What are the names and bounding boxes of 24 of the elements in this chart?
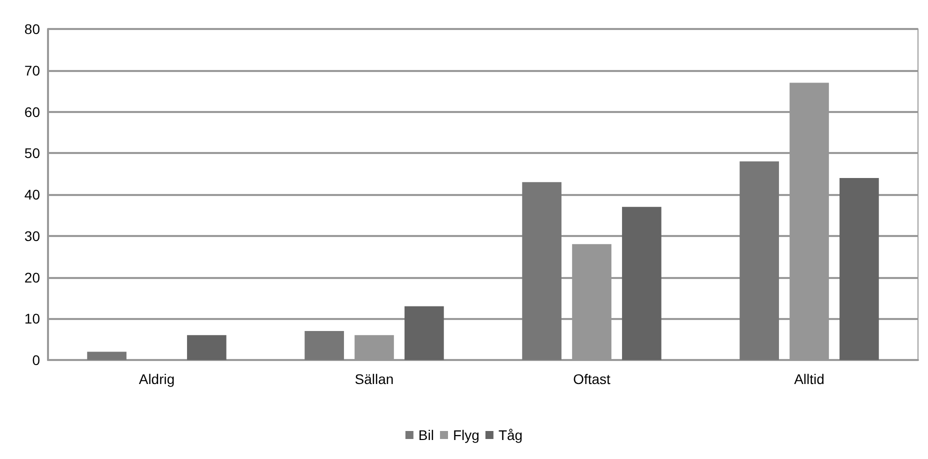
bar bbox=[622, 206, 662, 360]
x-tick-label: Oftast bbox=[573, 371, 611, 387]
legend-label: Tåg bbox=[498, 427, 523, 443]
x-tick-label: Alltid bbox=[794, 371, 824, 387]
y-tick-label: 10 bbox=[24, 310, 40, 327]
y-tick-label: 80 bbox=[24, 21, 40, 37]
x-tick-label: Aldrig bbox=[138, 371, 175, 387]
bar bbox=[187, 335, 226, 360]
y-tick-label: 50 bbox=[24, 145, 40, 162]
bar bbox=[87, 352, 126, 360]
legend-label: Flyg bbox=[452, 427, 480, 443]
bar bbox=[404, 306, 444, 360]
y-tick-label: 70 bbox=[24, 62, 40, 78]
x-tick-label: Sällan bbox=[354, 371, 394, 387]
bar bbox=[840, 178, 879, 360]
bar bbox=[304, 331, 344, 360]
y-tick-label: 40 bbox=[24, 186, 40, 202]
bar bbox=[522, 182, 562, 360]
y-tick-label: 60 bbox=[24, 104, 40, 120]
y-tick-label: 20 bbox=[24, 269, 40, 286]
y-tick-label: 30 bbox=[24, 228, 40, 244]
bar bbox=[740, 161, 779, 360]
y-tick-label: 0 bbox=[32, 352, 40, 368]
legend-label: Bil bbox=[418, 427, 434, 443]
